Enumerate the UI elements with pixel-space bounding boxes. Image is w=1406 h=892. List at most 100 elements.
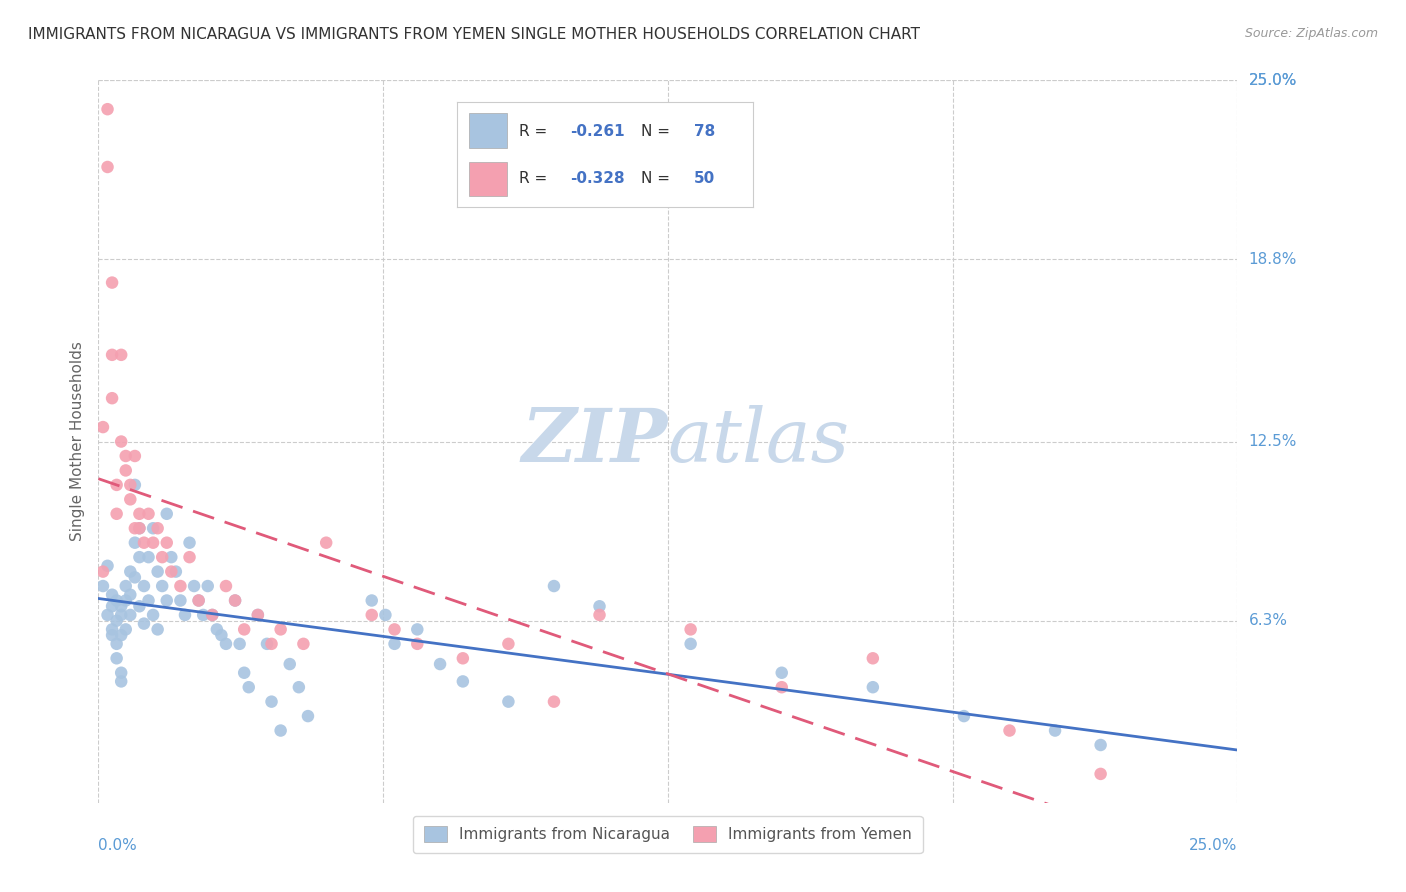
- Point: [998, 723, 1021, 738]
- Point: [110, 607, 132, 622]
- Point: [862, 651, 884, 665]
- Point: [110, 434, 132, 449]
- Point: [384, 637, 406, 651]
- Point: [128, 599, 150, 614]
- Point: [96, 160, 118, 174]
- Point: [215, 637, 238, 651]
- Point: [124, 570, 146, 584]
- Point: [451, 674, 474, 689]
- Text: IMMIGRANTS FROM NICARAGUA VS IMMIGRANTS FROM YEMEN SINGLE MOTHER HOUSEHOLDS CORR: IMMIGRANTS FROM NICARAGUA VS IMMIGRANTS …: [28, 27, 920, 42]
- Point: [270, 723, 292, 738]
- Text: 6.3%: 6.3%: [1249, 613, 1288, 628]
- Point: [120, 607, 142, 622]
- Point: [543, 579, 565, 593]
- Text: 25.0%: 25.0%: [1249, 73, 1296, 87]
- Point: [105, 593, 128, 607]
- Text: atlas: atlas: [668, 405, 851, 478]
- Point: [543, 695, 565, 709]
- Point: [101, 276, 124, 290]
- Point: [105, 614, 128, 628]
- Point: [498, 637, 520, 651]
- Point: [205, 623, 228, 637]
- Point: [374, 607, 396, 622]
- Point: [270, 623, 292, 637]
- Point: [110, 665, 132, 680]
- Point: [132, 579, 155, 593]
- Legend: Immigrants from Nicaragua, Immigrants from Yemen: Immigrants from Nicaragua, Immigrants fr…: [413, 815, 922, 853]
- Point: [114, 623, 136, 637]
- Point: [209, 628, 232, 642]
- Point: [406, 637, 429, 651]
- Point: [105, 651, 128, 665]
- Point: [679, 623, 702, 637]
- Point: [360, 593, 382, 607]
- Point: [451, 651, 474, 665]
- Point: [179, 550, 201, 565]
- Point: [142, 607, 165, 622]
- Point: [101, 348, 124, 362]
- Point: [256, 637, 278, 651]
- Point: [156, 593, 179, 607]
- Point: [215, 579, 238, 593]
- Point: [315, 535, 337, 549]
- Point: [862, 680, 884, 694]
- Point: [770, 680, 793, 694]
- Point: [288, 680, 311, 694]
- Point: [105, 478, 128, 492]
- Text: Source: ZipAtlas.com: Source: ZipAtlas.com: [1244, 27, 1378, 40]
- Point: [128, 521, 150, 535]
- Point: [110, 674, 132, 689]
- Point: [96, 607, 118, 622]
- Point: [110, 628, 132, 642]
- Point: [224, 593, 246, 607]
- Point: [384, 623, 406, 637]
- Point: [770, 665, 793, 680]
- Point: [260, 695, 283, 709]
- Point: [105, 637, 128, 651]
- Point: [360, 607, 382, 622]
- Point: [101, 628, 124, 642]
- Point: [142, 521, 165, 535]
- Point: [138, 593, 160, 607]
- Point: [146, 521, 169, 535]
- Point: [124, 521, 146, 535]
- Point: [132, 535, 155, 549]
- Point: [406, 623, 429, 637]
- Point: [179, 535, 201, 549]
- Point: [96, 102, 118, 116]
- Point: [110, 599, 132, 614]
- Point: [124, 535, 146, 549]
- Point: [174, 607, 197, 622]
- Point: [110, 348, 132, 362]
- Point: [120, 588, 142, 602]
- Point: [91, 420, 114, 434]
- Point: [160, 565, 183, 579]
- Point: [588, 599, 610, 614]
- Point: [101, 588, 124, 602]
- Text: 0.0%: 0.0%: [98, 838, 138, 853]
- Point: [429, 657, 451, 671]
- Text: 12.5%: 12.5%: [1249, 434, 1296, 449]
- Point: [138, 507, 160, 521]
- Point: [120, 492, 142, 507]
- Point: [278, 657, 301, 671]
- Point: [150, 550, 173, 565]
- Point: [128, 507, 150, 521]
- Point: [228, 637, 250, 651]
- Point: [138, 550, 160, 565]
- Point: [187, 593, 209, 607]
- Point: [114, 449, 136, 463]
- Point: [193, 607, 215, 622]
- Point: [91, 579, 114, 593]
- Point: [114, 463, 136, 477]
- Point: [201, 607, 224, 622]
- Point: [1090, 738, 1112, 752]
- Point: [156, 507, 179, 521]
- Point: [224, 593, 246, 607]
- Point: [201, 607, 224, 622]
- Point: [679, 637, 702, 651]
- Text: 25.0%: 25.0%: [1249, 73, 1296, 87]
- Point: [114, 579, 136, 593]
- Point: [120, 565, 142, 579]
- Point: [150, 579, 173, 593]
